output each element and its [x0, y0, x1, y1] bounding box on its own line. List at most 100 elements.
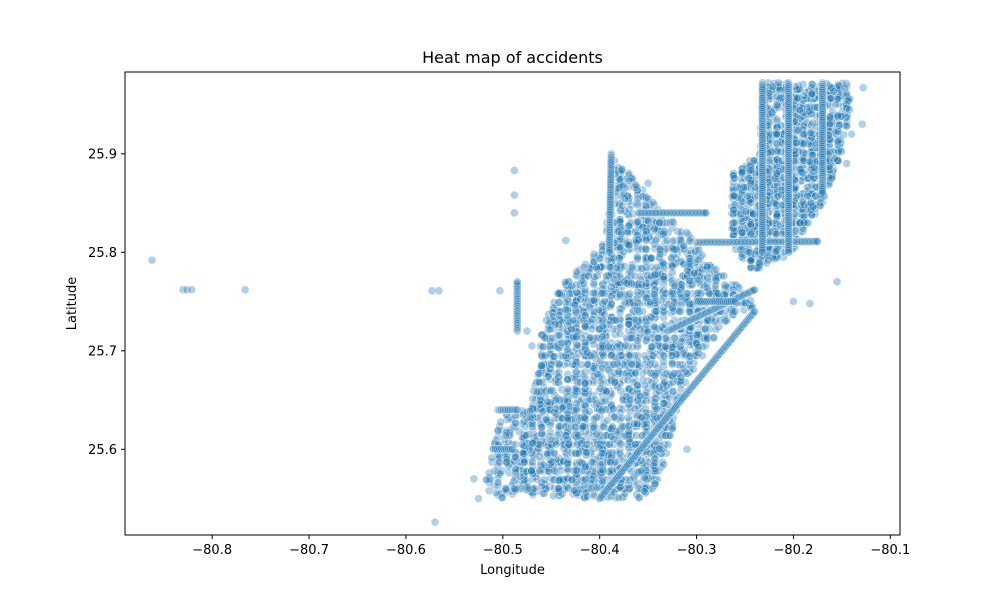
data-point	[580, 367, 590, 377]
data-point	[655, 249, 665, 259]
data-point	[572, 440, 582, 449]
data-point	[501, 431, 511, 440]
data-point	[563, 435, 573, 444]
points-layer	[147, 78, 868, 527]
x-tick-label: −80.6	[386, 543, 426, 558]
data-point	[572, 332, 581, 342]
data-point	[538, 489, 548, 498]
data-point	[633, 380, 642, 390]
y-tick-label: 25.6	[88, 443, 117, 458]
data-point	[580, 321, 590, 331]
data-point	[807, 181, 817, 190]
data-point	[570, 422, 580, 432]
data-point	[540, 351, 550, 361]
data-point	[555, 289, 564, 298]
data-point	[548, 333, 558, 343]
data-point	[571, 367, 581, 377]
data-point	[746, 179, 756, 188]
data-point	[630, 404, 640, 414]
data-point	[624, 430, 634, 440]
data-point	[648, 351, 658, 361]
data-point	[806, 128, 815, 138]
data-point	[795, 218, 805, 227]
data-point	[543, 372, 553, 381]
data-point	[650, 458, 660, 468]
data-point	[147, 255, 157, 265]
data-point	[561, 236, 571, 245]
data-point	[638, 307, 648, 316]
data-point	[569, 486, 579, 495]
data-point	[744, 247, 754, 257]
data-point	[711, 280, 720, 290]
data-point	[627, 262, 637, 272]
data-point	[610, 377, 619, 387]
data-point	[521, 484, 531, 494]
data-point	[649, 289, 659, 299]
data-point	[685, 356, 695, 366]
data-point	[615, 448, 625, 458]
data-point	[615, 438, 625, 448]
data-point	[510, 166, 519, 175]
data-point	[813, 237, 823, 246]
data-point	[737, 167, 747, 177]
data-point	[622, 278, 632, 288]
data-point	[694, 255, 703, 265]
data-point	[679, 241, 689, 251]
y-tick-label: 25.7	[88, 344, 117, 359]
data-point	[685, 276, 695, 286]
data-point	[795, 106, 805, 115]
data-point	[627, 333, 636, 343]
data-point	[713, 289, 723, 298]
data-point	[659, 460, 668, 469]
data-point	[587, 457, 597, 467]
data-point	[661, 342, 670, 352]
data-point	[604, 365, 614, 375]
data-point	[519, 457, 529, 467]
data-point	[589, 339, 598, 349]
data-point	[730, 191, 739, 201]
data-point	[554, 310, 564, 320]
data-point	[639, 486, 649, 496]
data-point	[510, 208, 519, 218]
data-point	[772, 129, 781, 139]
data-point	[630, 271, 640, 281]
data-point	[826, 94, 836, 103]
data-point	[495, 286, 505, 296]
data-point	[527, 341, 537, 351]
data-point	[670, 333, 679, 343]
data-point	[572, 323, 581, 333]
data-point	[694, 342, 703, 352]
data-point	[665, 431, 675, 440]
data-point	[511, 464, 520, 474]
data-point	[517, 440, 527, 449]
data-point	[567, 324, 576, 334]
data-point	[633, 230, 642, 240]
data-point	[624, 319, 634, 329]
data-point	[554, 476, 564, 485]
data-point	[650, 371, 660, 381]
data-point	[763, 255, 773, 265]
data-point	[833, 110, 843, 120]
data-point	[842, 121, 852, 130]
data-point	[527, 466, 536, 476]
data-point	[650, 397, 660, 407]
data-point	[792, 138, 802, 148]
data-point	[615, 289, 625, 299]
data-point	[501, 484, 511, 494]
data-point	[643, 216, 653, 226]
data-point	[582, 440, 592, 449]
data-point	[563, 375, 573, 384]
data-point	[650, 322, 660, 332]
data-point	[546, 360, 556, 369]
data-point	[804, 107, 814, 116]
data-point	[730, 174, 739, 183]
data-point	[641, 245, 651, 254]
data-point	[758, 248, 767, 257]
data-point	[675, 307, 684, 316]
data-point	[550, 407, 559, 417]
data-point	[538, 342, 548, 352]
data-point	[755, 258, 764, 268]
data-point	[606, 360, 616, 369]
data-point	[551, 440, 561, 449]
data-point	[688, 364, 698, 374]
